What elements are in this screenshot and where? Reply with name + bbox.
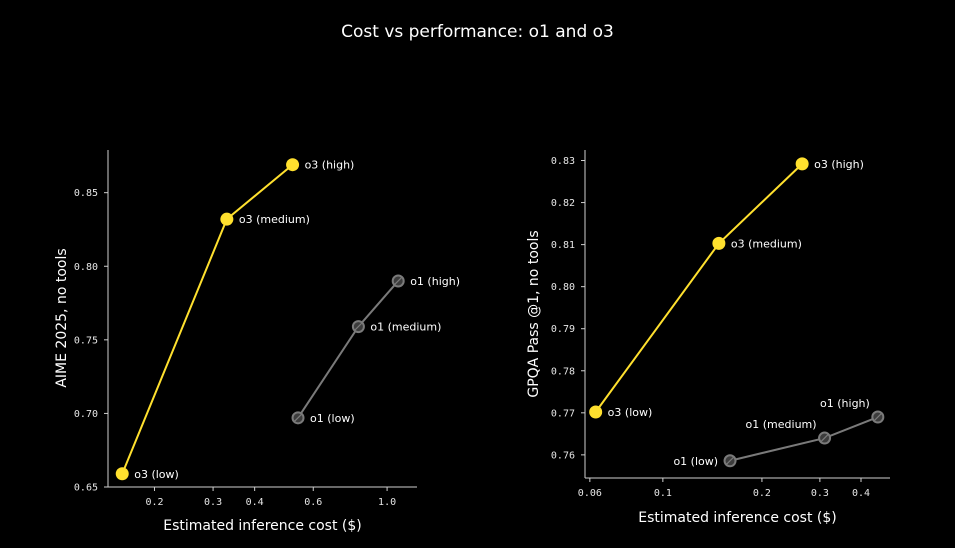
chart-title: Cost vs performance: o1 and o3 (341, 22, 614, 42)
o3-series-line (594, 163, 803, 413)
hatch-mark (354, 322, 363, 331)
o1-point-label: o1 (high) (410, 275, 460, 288)
y-tick-label: 0.80 (551, 282, 575, 293)
aime-panel: 0.65 0.70 0.75 0.80 0.85 0.2 0.3 0.4 0.6 1.0 Estim… (54, 150, 460, 534)
o3-point (115, 467, 129, 481)
x-tick-label: 0.4 (246, 497, 264, 508)
o3-point-label: o3 (high) (814, 158, 864, 171)
o3-point (712, 236, 726, 250)
x-axis-label: Estimated inference cost ($) (163, 518, 362, 534)
y-tick-label: 0.85 (74, 188, 98, 199)
y-tick-label: 0.77 (551, 408, 575, 419)
o3-point-label: o3 (high) (305, 159, 355, 172)
o3-point-label: o3 (medium) (731, 237, 802, 250)
o1-point-label: o1 (medium) (370, 321, 441, 334)
y-tick-label: 0.76 (551, 450, 575, 461)
x-tick-label: 0.2 (753, 488, 771, 499)
hatch-mark (726, 456, 734, 465)
o3-series-line (121, 163, 294, 475)
x-tick-label: 0.1 (654, 488, 672, 499)
y-tick-label: 0.83 (551, 156, 575, 167)
y-tick-label: 0.75 (74, 335, 98, 346)
hatch-mark (873, 413, 882, 421)
y-tick-label: 0.70 (74, 409, 98, 420)
o1-point-label: o1 (high) (820, 397, 870, 410)
o1-point-label: o1 (medium) (746, 418, 817, 431)
o3-point (220, 212, 234, 226)
x-axis-label: Estimated inference cost ($) (638, 510, 837, 526)
y-tick-label: 0.79 (551, 324, 575, 335)
x-tick-label: 1.0 (378, 497, 396, 508)
x-tick-label: 0.3 (204, 497, 222, 508)
y-axis-label: GPQA Pass @1, no tools (526, 230, 542, 397)
o3-point-label: o3 (low) (134, 468, 179, 481)
y-tick-label: 0.78 (551, 366, 575, 377)
o3-point (589, 405, 603, 419)
gpqa-panel: 0.76 0.77 0.78 0.79 0.80 0.81 0.82 0.83 0.06 0.1 0… (526, 150, 890, 526)
o3-point (286, 158, 300, 172)
y-axis-label: AIME 2025, no tools (54, 248, 70, 387)
o1-series-line (297, 280, 399, 419)
hatch-mark (820, 434, 829, 442)
hatch-mark (294, 413, 302, 422)
o1-point-label: o1 (low) (673, 455, 718, 468)
x-tick-label: 0.06 (578, 488, 602, 499)
o3-point (795, 157, 809, 171)
y-tick-label: 0.65 (74, 483, 98, 494)
o1-point-label: o1 (low) (310, 412, 355, 425)
x-tick-label: 0.6 (304, 497, 322, 508)
x-tick-label: 0.3 (811, 488, 829, 499)
o3-point-label: o3 (low) (608, 406, 653, 419)
hatch-mark (394, 277, 403, 285)
x-tick-label: 0.4 (852, 488, 870, 499)
y-tick-label: 0.81 (551, 240, 575, 251)
y-tick-label: 0.80 (74, 262, 98, 273)
y-tick-label: 0.82 (551, 198, 575, 209)
x-tick-label: 0.2 (145, 497, 163, 508)
o3-point-label: o3 (medium) (239, 213, 310, 226)
